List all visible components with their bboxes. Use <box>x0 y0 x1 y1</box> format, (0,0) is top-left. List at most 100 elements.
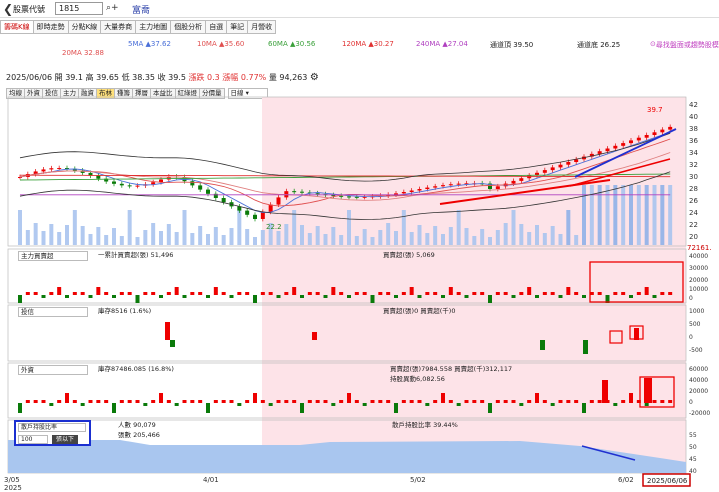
candle-body <box>206 189 210 194</box>
volume-bar <box>174 232 179 245</box>
candle-body <box>401 191 406 194</box>
candle-body <box>57 168 62 170</box>
panel3-bar <box>472 400 477 403</box>
tab-3[interactable]: 大量券商 <box>101 20 137 34</box>
volume-bar <box>166 224 171 245</box>
volume-bar <box>198 226 203 245</box>
panel1-bar <box>276 295 281 298</box>
candle-body <box>409 190 414 192</box>
panel1-bar <box>433 292 438 295</box>
candle-body <box>221 198 226 203</box>
candle-body <box>417 189 422 191</box>
panel1-bar <box>488 295 492 303</box>
gear-icon[interactable]: ⚙ <box>309 72 319 83</box>
panel3-bar <box>198 400 203 403</box>
panel1-select[interactable]: 主力買賣超 <box>18 251 88 261</box>
chart-tab-9[interactable]: 紅綠燈 <box>175 88 200 99</box>
panel1-bar <box>558 295 563 298</box>
panel1-bar <box>260 292 265 295</box>
ma5-legend: 5MA ▲37.62 <box>128 40 171 48</box>
panel-frame <box>7 304 687 362</box>
panel1-bar <box>18 295 22 303</box>
panel1-bar <box>597 292 602 295</box>
tab-4[interactable]: 主力地圖 <box>136 20 172 34</box>
panel3-bar <box>629 393 633 403</box>
panel1-bar <box>511 295 516 298</box>
price-tick: 36 <box>689 137 698 145</box>
candle-body <box>433 186 438 188</box>
tab-8[interactable]: 月營收 <box>248 20 277 34</box>
tab-7[interactable]: 筆記 <box>227 20 249 34</box>
candle-body <box>644 135 649 138</box>
volume-bar <box>370 237 375 245</box>
panel4-select[interactable]: 散戶持股比率 <box>18 423 86 432</box>
candle-body <box>18 177 22 178</box>
tab-0[interactable]: 籌碼K線 <box>0 20 34 34</box>
lot-unit-button[interactable]: 張以下 <box>52 435 78 444</box>
panel3-bar <box>589 400 594 403</box>
retail-controls: 散戶持股比率 100 張以下 <box>14 420 91 446</box>
period-select[interactable]: 日線 ▾ <box>227 88 268 99</box>
tab-5[interactable]: 個股分析 <box>171 20 207 34</box>
stock-code-input[interactable]: 1815 <box>55 2 103 15</box>
chart-tab-5[interactable]: 布林 <box>97 88 115 99</box>
panel4-tick: 50 <box>689 444 697 451</box>
candle-body <box>339 195 344 197</box>
panel3-bar <box>495 400 500 403</box>
panel4-tick: 45 <box>689 456 697 463</box>
panel1-bar <box>284 292 289 295</box>
panel3-select[interactable]: 外資 <box>18 365 88 375</box>
volume-bar <box>354 236 359 245</box>
chart-tab-8[interactable]: 本益比 <box>151 88 176 99</box>
panel1-tick: 30000 <box>689 265 708 272</box>
chart-tab-1[interactable]: 外資 <box>25 88 43 99</box>
volume-bar <box>621 185 626 245</box>
xaxis-label: 4/01 <box>203 476 219 484</box>
tab-2[interactable]: 分點K線 <box>68 20 102 34</box>
search-plus-icon[interactable]: ⌕+ <box>106 3 119 13</box>
candle-body <box>605 148 610 152</box>
panel3-bar <box>49 403 54 406</box>
panel1-bar <box>456 292 461 295</box>
volume-bar <box>135 237 140 245</box>
candle-body <box>331 195 336 197</box>
volume-bar <box>417 225 422 245</box>
chart-tab-2[interactable]: 投信 <box>43 88 61 99</box>
panel3-bar <box>488 403 492 413</box>
xaxis-label: 5/02 <box>410 476 426 484</box>
candle-body <box>394 193 398 195</box>
panel2-select[interactable]: 投信 <box>18 307 88 317</box>
panel3-bar <box>143 403 148 406</box>
chart-tab-7[interactable]: 擇層 <box>133 88 151 99</box>
panel3-tick: 40000 <box>689 377 708 384</box>
model-link[interactable]: ⊙ 尋找盤面或趨勢股模型 <box>650 40 719 49</box>
volume-bar <box>394 231 398 245</box>
panel3-bar <box>72 400 77 403</box>
candle-body <box>542 170 547 173</box>
panel3-bar <box>41 400 46 403</box>
tab-6[interactable]: 自選 <box>206 20 228 34</box>
panel3-bar <box>307 400 312 403</box>
panel4-label2: 張數 205,466 <box>118 430 160 439</box>
chart-tab-4[interactable]: 融資 <box>79 88 97 99</box>
chart-tab-3[interactable]: 主力 <box>61 88 79 99</box>
panel3-bar <box>151 400 156 403</box>
panel1-bar <box>480 292 485 295</box>
chart-tab-6[interactable]: 種籌 <box>115 88 133 99</box>
panel1-bar <box>88 295 93 298</box>
chevron-left-icon[interactable]: ❮ <box>3 2 14 16</box>
panel3-bar <box>511 400 516 403</box>
chart-tab-10[interactable]: 分價量 <box>200 88 225 99</box>
panel1-bar <box>213 287 218 295</box>
panel3-bar <box>159 393 163 403</box>
volume-bar <box>347 210 351 245</box>
panel2-bar <box>540 340 545 350</box>
panel1-bar <box>331 287 336 295</box>
lot-threshold-select[interactable]: 100 <box>18 435 48 444</box>
panel1-bar <box>409 287 414 295</box>
panel3-bar <box>394 403 398 413</box>
tab-1[interactable]: 即時走勢 <box>33 20 69 34</box>
candle-body <box>464 183 469 185</box>
chart-tab-0[interactable]: 均線 <box>6 88 25 99</box>
